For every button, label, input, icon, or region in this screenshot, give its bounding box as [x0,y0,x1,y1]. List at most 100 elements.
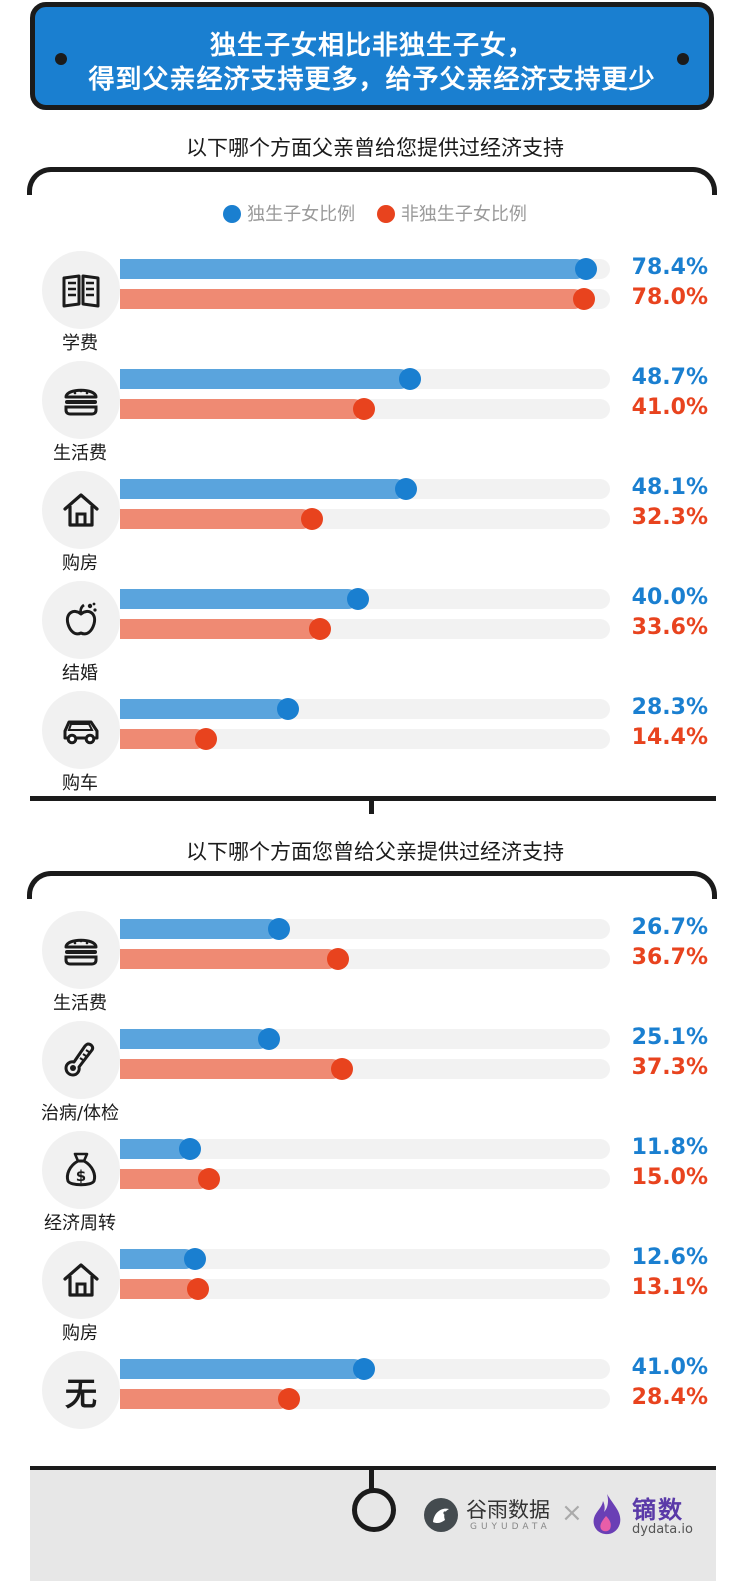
bar-track [120,1139,610,1159]
header-title-line1: 独生子女相比非独生子女， [209,31,534,61]
bar-end-dot-only-child [277,698,300,720]
chart-row: 生活费 26.7% 36.7% [0,911,750,1025]
value-label-only-child: 41.0% [631,1355,708,1380]
value-label-only-child: 48.7% [631,365,708,390]
value-label-non-only-child: 33.6% [631,615,708,640]
section-divider-tick [369,800,374,814]
footer-tick [369,1470,374,1490]
bar-only-child [120,1029,270,1049]
money-bag-icon: $ [42,1131,120,1209]
bar-end-dot-non-only-child [194,728,217,750]
footer-ring [352,1488,396,1532]
footer-divider [30,1466,716,1471]
legend-swatch-only-child [223,205,242,223]
bar-only-child [120,259,587,279]
header-dot-right [677,53,689,65]
chart-row: 结婚 40.0% 33.6% [0,581,750,695]
bar-end-dot-only-child [398,368,421,390]
bar-end-dot-non-only-child [198,1168,221,1190]
bar-track [120,1249,610,1269]
bar-end-dot-non-only-child [573,288,596,310]
burger-icon [42,911,120,989]
house-icon [42,471,120,549]
dydata-logo-subtext: dydata.io [632,1522,693,1537]
bar-non-only-child [120,729,206,749]
value-label-non-only-child: 28.4% [631,1385,708,1410]
value-label-only-child: 12.6% [631,1245,708,1270]
bar-end-dot-only-child [347,588,369,610]
section1-bracket [27,167,717,195]
bar-end-dot-non-only-child [277,1388,300,1410]
none-text: 无 [64,1375,97,1413]
bar-only-child [120,589,358,609]
category-label: 购房 [62,1323,98,1344]
none-text-icon: 无 [42,1351,120,1429]
chart-row: 治病/体检 25.1% 37.3% [0,1021,750,1135]
value-label-only-child: 40.0% [631,585,708,610]
chart-row: 购车 28.3% 14.4% [0,691,750,805]
value-label-only-child: 28.3% [631,695,708,720]
apple-icon [42,581,120,659]
category-label: 生活费 [53,993,107,1014]
bar-end-dot-non-only-child [327,948,350,970]
value-label-non-only-child: 13.1% [631,1275,708,1300]
bar-track [120,729,610,749]
bar-end-dot-only-child [267,918,290,940]
bar-end-dot-only-child [183,1248,206,1270]
section1-title: 以下哪个方面父亲曾给您提供过经济支持 [186,136,564,160]
value-label-non-only-child: 15.0% [631,1165,708,1190]
section2-title: 以下哪个方面您曾给父亲提供过经济支持 [186,840,564,864]
bar-end-dot-non-only-child [301,508,324,530]
bar-non-only-child [120,1059,342,1079]
bar-end-dot-only-child [575,258,598,280]
bar-only-child [120,369,410,389]
legend-swatch-non-only-child [376,205,395,223]
category-label: 学费 [62,333,98,354]
value-label-only-child: 25.1% [631,1025,708,1050]
svg-text:$: $ [76,1167,86,1185]
bar-non-only-child [120,1169,210,1189]
burger-icon [42,361,120,439]
chart-row: 购房 48.1% 32.3% [0,471,750,585]
bar-only-child [120,1249,195,1269]
legend: 独生子女比例 非独生子女比例 [0,200,750,226]
bar-end-dot-non-only-child [330,1058,353,1080]
value-label-only-child: 26.7% [631,915,708,940]
value-label-non-only-child: 14.4% [631,725,708,750]
bar-end-dot-only-child [352,1358,375,1380]
chart-row: 购房 12.6% 13.1% [0,1241,750,1355]
car-icon [42,691,120,769]
chart-row: 学费 78.4% 78.0% [0,251,750,365]
bar-end-dot-non-only-child [308,618,331,640]
category-label: 治病/体检 [40,1103,120,1124]
bar-only-child [120,479,407,499]
legend-item-only-child: 独生子女比例 [223,200,355,226]
bar-end-dot-only-child [395,478,418,500]
legend-item-non-only-child: 非独生子女比例 [376,200,527,226]
header-banner: 独生子女相比非独生子女， 得到父亲经济支持更多，给予父亲经济支持更少 [30,2,714,110]
value-label-only-child: 11.8% [631,1135,708,1160]
guyu-bird-icon [424,1498,458,1532]
value-label-non-only-child: 78.0% [631,285,708,310]
thermometer-icon [42,1021,120,1099]
chart-row: 无 41.0% 28.4% [0,1351,750,1465]
bar-non-only-child [120,399,364,419]
legend-label-non-only-child: 非独生子女比例 [400,204,527,225]
header-title-line2: 得到父亲经济支持更多，给予父亲经济支持更少 [88,65,656,95]
bar-non-only-child [120,1279,198,1299]
section-divider [30,796,716,801]
dydata-flame-icon [593,1494,621,1535]
value-label-non-only-child: 32.3% [631,505,708,530]
bar-only-child [120,699,289,719]
header-dot-left [55,53,67,65]
bar-non-only-child [120,509,313,529]
legend-label-only-child: 独生子女比例 [247,204,356,225]
bar-end-dot-only-child [179,1138,202,1160]
category-label: 生活费 [53,443,107,464]
bar-end-dot-only-child [258,1028,281,1050]
bar-non-only-child [120,289,585,309]
bar-only-child [120,919,279,939]
logo-separator: × [561,1498,583,1528]
value-label-only-child: 48.1% [631,475,708,500]
bar-track [120,1169,610,1189]
